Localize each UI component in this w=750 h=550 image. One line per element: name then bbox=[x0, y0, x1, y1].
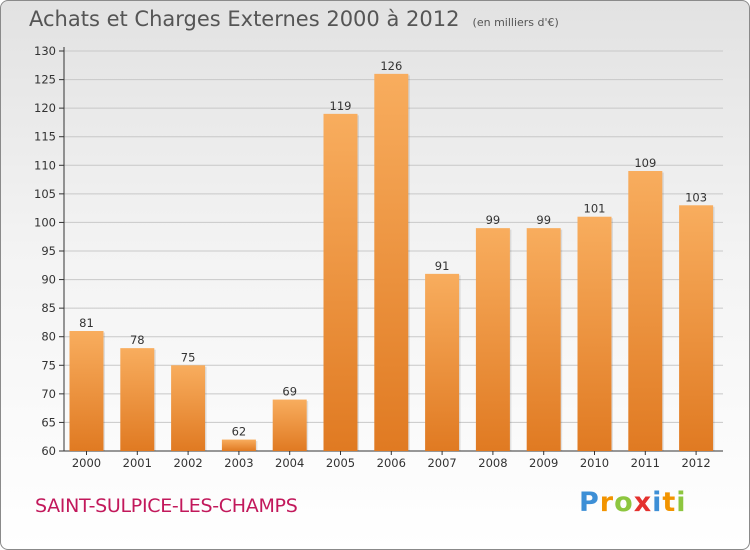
y-tick-label: 95 bbox=[41, 244, 56, 258]
logo-letter: P bbox=[579, 487, 600, 518]
bar bbox=[526, 228, 561, 451]
y-tick-label: 80 bbox=[41, 330, 56, 344]
bar bbox=[679, 205, 714, 451]
data-label: 78 bbox=[130, 333, 145, 347]
bar bbox=[120, 348, 155, 451]
data-label: 99 bbox=[536, 213, 551, 227]
x-tick-label: 2004 bbox=[275, 456, 304, 470]
y-tick-label: 75 bbox=[41, 358, 56, 372]
y-tick-label: 130 bbox=[34, 44, 56, 58]
data-label: 75 bbox=[181, 350, 196, 364]
chart-title-block: Achats et Charges Externes 2000 à 2012 (… bbox=[29, 7, 559, 31]
bar bbox=[69, 331, 104, 451]
logo-letter: i bbox=[652, 487, 663, 518]
x-tick-label: 2012 bbox=[681, 456, 710, 470]
data-label: 109 bbox=[634, 156, 656, 170]
x-tick-label: 2011 bbox=[631, 456, 660, 470]
x-tick-label: 2010 bbox=[580, 456, 609, 470]
y-tick-label: 100 bbox=[34, 215, 56, 229]
logo-letter: x bbox=[633, 487, 653, 518]
bars bbox=[69, 73, 715, 451]
x-tick-label: 2003 bbox=[224, 456, 253, 470]
x-tick-label: 2008 bbox=[478, 456, 507, 470]
bar bbox=[171, 365, 206, 451]
logo-letter: t bbox=[662, 487, 677, 518]
x-tick-label: 2001 bbox=[123, 456, 152, 470]
proxiti-logo: Proxiti bbox=[579, 487, 687, 518]
x-tick-label: 2006 bbox=[377, 456, 406, 470]
bar bbox=[272, 399, 307, 451]
y-tick-label: 105 bbox=[34, 187, 56, 201]
y-tick-label: 65 bbox=[41, 415, 56, 429]
bar bbox=[475, 228, 510, 451]
data-label: 99 bbox=[486, 213, 501, 227]
data-label: 101 bbox=[584, 202, 606, 216]
data-label: 103 bbox=[685, 190, 707, 204]
x-tick-label: 2009 bbox=[529, 456, 558, 470]
bar bbox=[323, 113, 358, 451]
bar bbox=[425, 273, 460, 451]
x-tick-label: 2007 bbox=[427, 456, 456, 470]
logo-letter: o bbox=[614, 487, 634, 518]
x-tick-label: 2002 bbox=[173, 456, 202, 470]
data-labels: 81 78 75 62 69 119 126 91 99 99 101 109 103 bbox=[79, 59, 707, 439]
town-name: SAINT-SULPICE-LES-CHAMPS bbox=[35, 495, 298, 517]
bar bbox=[577, 216, 612, 451]
y-tick-label: 120 bbox=[34, 101, 56, 115]
y-tick-label: 90 bbox=[41, 273, 56, 287]
logo-letter: i bbox=[676, 487, 687, 518]
chart-unit: (en milliers d'€) bbox=[472, 16, 559, 29]
bar bbox=[221, 439, 256, 451]
chart-title: Achats et Charges Externes 2000 à 2012 bbox=[29, 7, 460, 31]
data-label: 81 bbox=[79, 316, 94, 330]
x-tick-label: 2000 bbox=[72, 456, 101, 470]
x-tick-label: 2005 bbox=[326, 456, 355, 470]
bar bbox=[628, 171, 663, 451]
data-label: 119 bbox=[330, 99, 352, 113]
y-tick-label: 60 bbox=[41, 444, 56, 458]
y-tick-label: 70 bbox=[41, 387, 56, 401]
y-tick-label: 85 bbox=[41, 301, 56, 315]
data-label: 62 bbox=[232, 425, 247, 439]
data-label: 126 bbox=[380, 59, 402, 73]
data-label: 69 bbox=[282, 385, 297, 399]
bar bbox=[374, 73, 409, 451]
y-tick-label: 110 bbox=[34, 158, 56, 172]
y-tick-label: 115 bbox=[34, 130, 56, 144]
logo-letter: r bbox=[599, 487, 615, 518]
y-tick-label: 125 bbox=[34, 73, 56, 87]
data-label: 91 bbox=[435, 259, 450, 273]
